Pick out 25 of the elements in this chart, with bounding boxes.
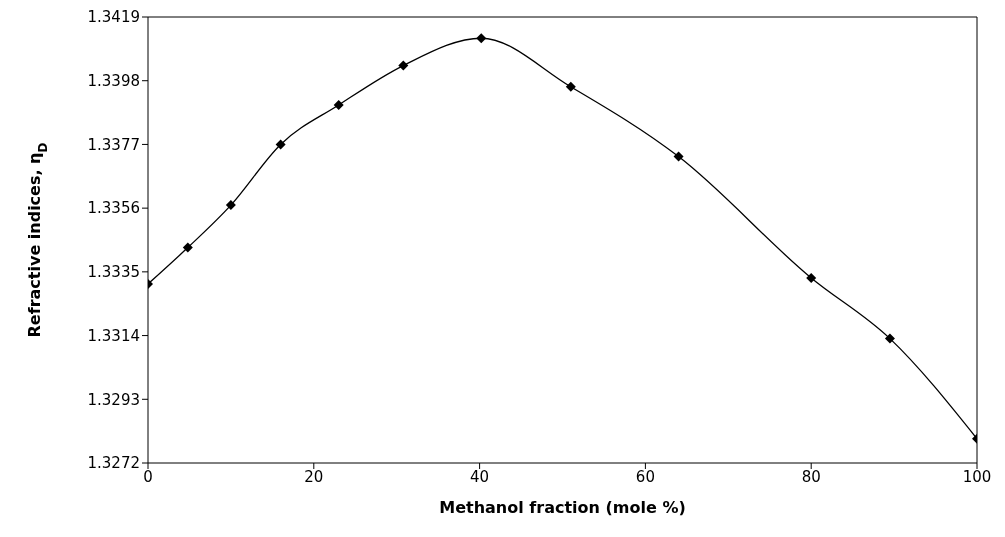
point <box>275 139 286 150</box>
x-tick-label: 20 <box>304 467 324 486</box>
y-tick-label: 1.3377 <box>87 135 140 154</box>
point <box>398 60 409 71</box>
y-tick-label: 1.3314 <box>87 326 140 345</box>
y-tick-label: 1.3293 <box>87 390 140 409</box>
point <box>806 272 817 283</box>
y-tick-label: 1.3419 <box>87 8 140 27</box>
x-tick-label: 40 <box>470 467 490 486</box>
y-tick-label: 1.3398 <box>87 72 140 91</box>
y-tick-label: 1.3335 <box>87 263 140 282</box>
x-tick-label: 0 <box>143 467 153 486</box>
x-tick-label: 100 <box>962 467 992 486</box>
x-tick-label: 60 <box>635 467 655 486</box>
y-tick-label: 1.3356 <box>87 199 140 218</box>
point <box>182 242 193 253</box>
point <box>673 151 684 162</box>
point <box>884 333 895 344</box>
point <box>333 99 344 110</box>
x-axis-title: Methanol fraction (mole %) <box>439 498 686 517</box>
y-tick-label: 1.3272 <box>87 454 140 473</box>
x-tick-label: 80 <box>801 467 821 486</box>
point <box>565 81 576 92</box>
point <box>225 200 236 211</box>
point <box>476 33 487 44</box>
